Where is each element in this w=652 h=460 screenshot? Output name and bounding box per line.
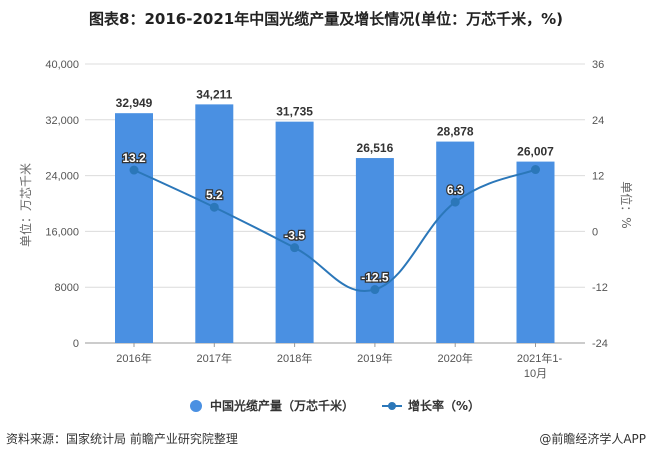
left-axis-tick: 8000 — [55, 282, 79, 294]
x-axis-tick: 2016年 — [116, 351, 151, 365]
x-axis-tick: 2020年 — [437, 351, 472, 365]
legend-label-production: 中国光缆产量（万芯千米） — [210, 399, 355, 413]
bar-value-label: 26,516 — [357, 141, 394, 155]
bar-value-label: 32,949 — [116, 96, 153, 110]
left-axis-title: 单位：万芯千米 — [18, 163, 33, 247]
legend-label-growth: 增长率（%） — [408, 399, 481, 413]
bar — [436, 141, 475, 343]
right-axis-tick: 24 — [592, 115, 604, 127]
line-series-icon — [382, 400, 403, 412]
bar — [275, 121, 314, 343]
bar-series-icon — [190, 399, 202, 412]
x-axis-tick: 2017年 — [197, 351, 232, 365]
line-point — [129, 165, 139, 175]
line-value-label: -3.5 — [284, 229, 305, 243]
line-point — [531, 165, 540, 175]
legend-item-production: 中国光缆产量（万芯千米） — [190, 397, 354, 414]
left-axis-tick: 40,000 — [45, 59, 79, 71]
line-point — [370, 285, 380, 295]
bar-value-label: 31,735 — [276, 105, 313, 119]
right-axis-tick: 36 — [592, 59, 604, 71]
left-axis-tick: 24,000 — [45, 171, 79, 183]
bar-value-label: 34,211 — [196, 87, 232, 101]
bar — [115, 113, 153, 343]
right-axis-tick: -24 — [592, 338, 608, 350]
growth-line — [133, 168, 536, 292]
combo-chart: 0 8000 16,000 24,000 32,000 40,000 -24 -12 0 12 24… — [18, 59, 634, 380]
bar — [355, 158, 394, 343]
line-point — [290, 243, 300, 253]
bar-value-label: 26,007 — [517, 145, 554, 159]
bar — [516, 161, 555, 343]
x-axis-tick: 2018年 — [277, 351, 312, 365]
legend: 中国光缆产量（万芯千米） 增长率（%） — [190, 397, 508, 414]
credit-note: @前瞻经济学人APP — [539, 432, 646, 446]
right-axis-tick: 0 — [592, 226, 598, 238]
line-point — [450, 197, 460, 207]
x-axis-tick-line2: 10月 — [524, 368, 547, 380]
legend-item-growth: 增长率（%） — [382, 397, 480, 414]
left-axis-tick: 0 — [73, 338, 79, 350]
line-value-label: 5.2 — [206, 188, 223, 202]
left-axis-tick: 16,000 — [45, 226, 79, 238]
line-value-label: 13.2 — [122, 151, 146, 165]
right-axis-tick: 12 — [592, 171, 604, 183]
right-axis-tick: -12 — [592, 282, 608, 294]
x-axis-tick: 2021年1- — [517, 351, 563, 365]
line-point — [209, 202, 219, 212]
source-note: 资料来源：国家统计局 前瞻产业研究院整理 — [6, 432, 238, 446]
bar-value-label: 28,878 — [437, 125, 474, 139]
bar — [195, 104, 234, 344]
right-axis-title: 单位：% — [619, 181, 634, 228]
x-axis-tick: 2019年 — [357, 351, 392, 365]
line-value-label: 6.3 — [447, 183, 464, 197]
chart-title: 图表8：2016-2021年中国光缆产量及增长情况(单位：万芯千米，%) — [89, 10, 563, 28]
line-value-label: -12.5 — [361, 271, 389, 285]
left-axis-tick: 32,000 — [45, 115, 79, 127]
